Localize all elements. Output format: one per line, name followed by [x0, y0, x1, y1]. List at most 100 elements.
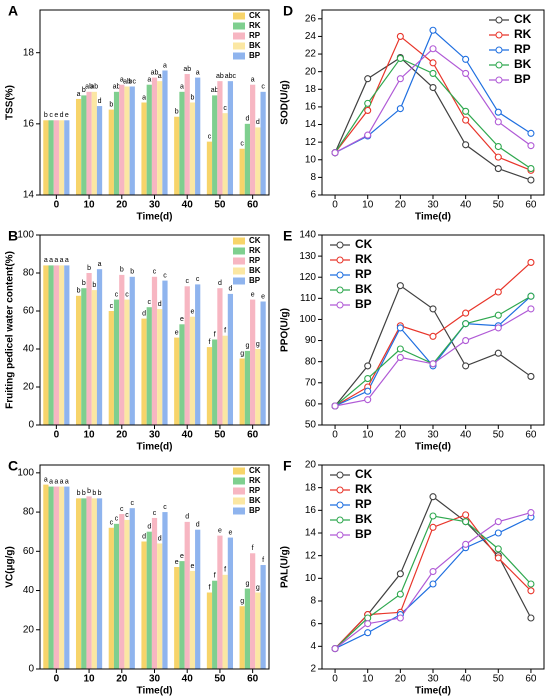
bar	[91, 91, 97, 195]
significance-letter: f	[252, 545, 254, 552]
bar	[119, 274, 125, 425]
x-tick-label: 60	[525, 430, 537, 441]
plot-frame	[39, 234, 270, 426]
significance-letter: c	[185, 278, 189, 285]
plot-area	[331, 493, 535, 653]
legend-swatch	[233, 507, 245, 515]
panel-label: F	[283, 458, 292, 474]
y-tick-label: 120	[299, 272, 316, 283]
significance-letter: e	[190, 309, 194, 316]
legend-label: CK	[249, 11, 261, 20]
significance-letter: b	[109, 101, 113, 108]
bar	[108, 109, 114, 195]
legend-label: BK	[355, 282, 373, 296]
significance-letter: d	[245, 116, 249, 123]
x-tick-label: 60	[247, 430, 259, 441]
legend-swatch	[233, 477, 245, 485]
significance-letter: b	[87, 488, 91, 495]
data-point	[462, 69, 470, 77]
data-point	[494, 108, 502, 116]
significance-letter: b	[44, 112, 48, 119]
data-point	[462, 511, 470, 519]
bar	[64, 120, 70, 195]
legend-marker	[495, 61, 503, 69]
bar	[53, 120, 59, 195]
data-point	[396, 324, 404, 332]
significance-letter: a	[142, 94, 146, 101]
panel: D SOD(U/g) Time(d) 6 8 10 12 14 16 18 20 22 24 26 0 10 2…	[280, 3, 545, 223]
bar	[157, 81, 163, 195]
significance-letter: c	[110, 303, 114, 310]
y-tick-label: 20	[305, 66, 317, 77]
significance-letter: c	[153, 269, 157, 276]
bar	[227, 537, 234, 669]
data-point	[494, 142, 502, 151]
y-tick-label: 16	[305, 505, 317, 516]
y-tick-label: 14	[305, 528, 317, 539]
data-point	[462, 337, 470, 345]
y-tick-label: 18	[305, 482, 317, 493]
significance-letter: e	[54, 112, 58, 119]
data-point	[364, 614, 372, 622]
x-tick-label: 10	[84, 674, 96, 685]
significance-letter: d	[98, 98, 102, 105]
bar	[174, 116, 180, 195]
x-axis-label: Time(d)	[415, 442, 451, 453]
y-tick-label: 24	[305, 31, 317, 42]
significance-letter: b	[87, 265, 91, 272]
panel-label: D	[283, 3, 293, 19]
legend-label: BK	[514, 57, 532, 71]
bar	[86, 91, 92, 195]
y-tick-label: 100	[17, 230, 34, 241]
significance-letter: c	[208, 133, 212, 140]
bar	[119, 514, 125, 669]
bar	[146, 307, 152, 425]
data-point	[364, 629, 372, 637]
bar	[91, 498, 97, 669]
data-point	[429, 69, 437, 77]
significance-letter: c	[131, 500, 135, 507]
bar	[113, 91, 120, 195]
significance-letter: d	[185, 514, 189, 521]
bar	[157, 543, 163, 669]
x-tick-label: 0	[54, 430, 60, 441]
data-point	[494, 545, 502, 553]
significance-letter: c	[196, 276, 200, 283]
significance-letter: a	[49, 257, 53, 264]
significance-letter: b	[82, 490, 86, 497]
bar	[162, 70, 168, 195]
significance-letter: c	[223, 105, 227, 112]
bar	[64, 265, 70, 425]
data-point	[364, 375, 372, 383]
significance-letter: c	[240, 141, 244, 148]
legend-marker	[336, 471, 344, 479]
bar	[255, 349, 261, 425]
data-point	[429, 83, 437, 92]
data-point	[494, 288, 502, 296]
y-tick-label: 90	[305, 335, 317, 346]
significance-letter: bc	[129, 78, 137, 85]
y-tick-label: 130	[299, 251, 316, 262]
significance-letter: ab	[216, 73, 224, 80]
data-point	[364, 131, 372, 139]
x-tick-label: 10	[84, 430, 96, 441]
legend-swatch	[233, 257, 245, 265]
y-tick-label: 12	[305, 137, 317, 148]
legend-marker	[495, 76, 503, 84]
significance-letter: b	[98, 490, 102, 497]
x-tick-label: 30	[149, 674, 161, 685]
data-point	[494, 349, 502, 357]
bar	[250, 553, 256, 669]
x-tick-label: 60	[525, 674, 537, 685]
data-point	[429, 493, 437, 501]
significance-letter: d	[196, 522, 200, 529]
bar	[222, 574, 228, 669]
bar	[244, 350, 251, 425]
data-point	[462, 309, 470, 317]
bar	[174, 337, 180, 425]
panel: F PAL(U/g) Time(d) 2 4 6 8 10 12 14 16 18 20 0 10 20 30 4…	[280, 458, 545, 697]
x-axis-label: Time(d)	[415, 212, 451, 223]
legend-label: BP	[514, 72, 531, 86]
